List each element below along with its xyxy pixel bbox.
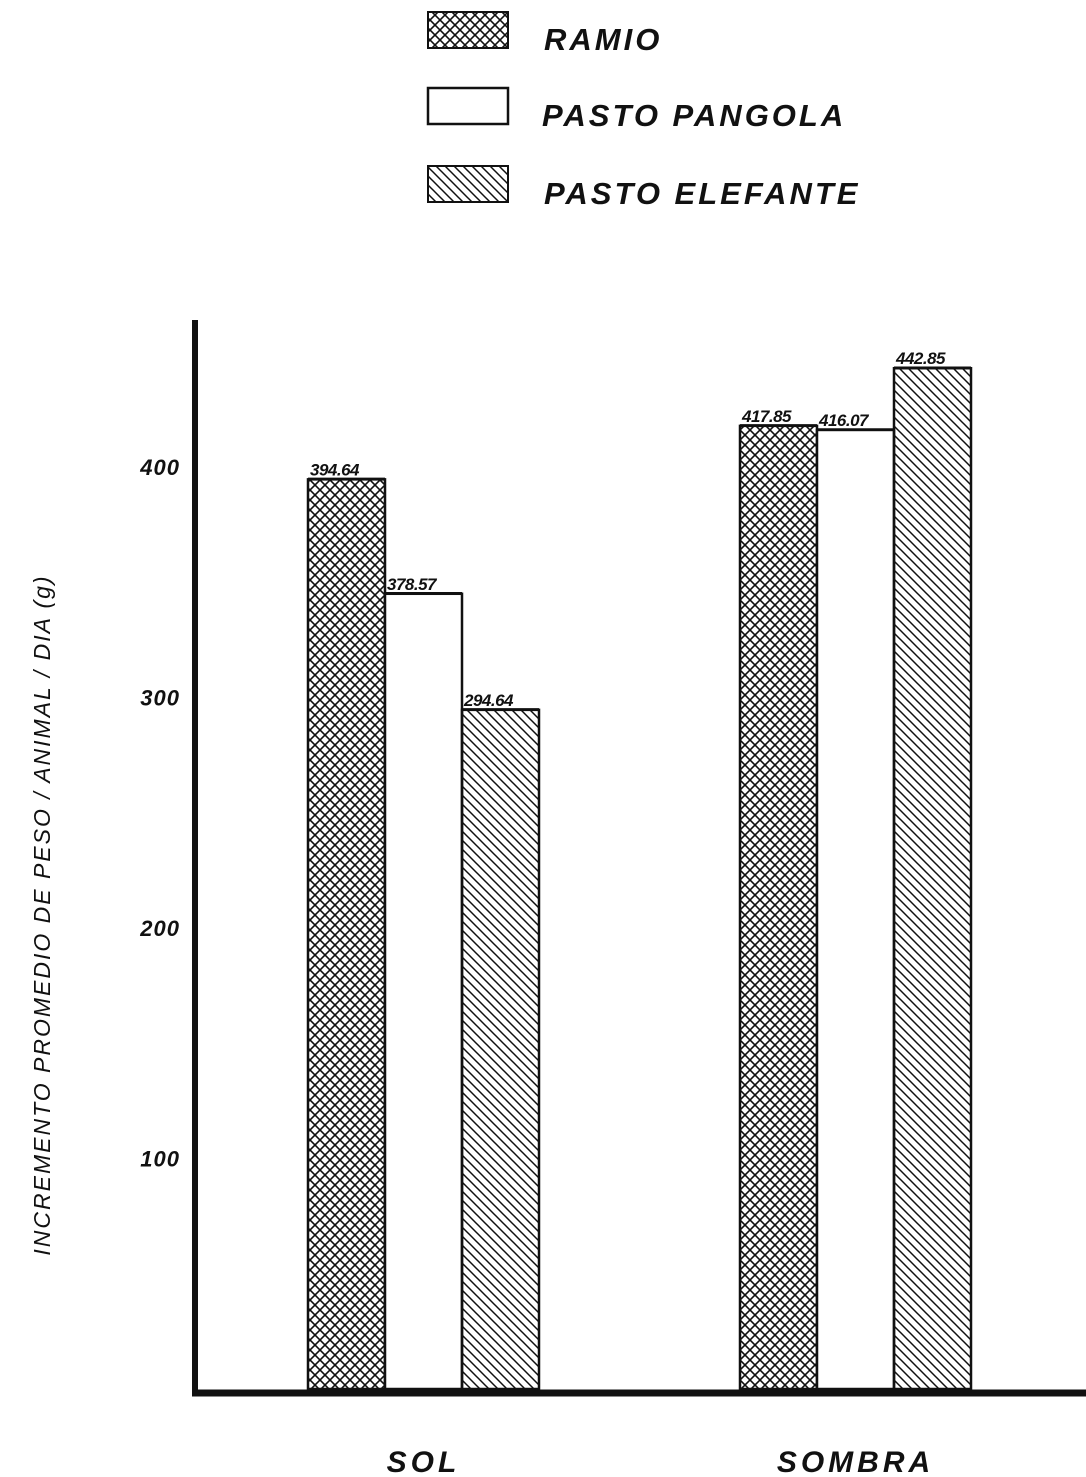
legend-label-pasto-pangola: PASTO PANGOLA bbox=[542, 98, 846, 133]
value-label-sombra-ramio: 417.85 bbox=[741, 407, 792, 426]
value-label-sombra-pasto-elefante: 442.85 bbox=[895, 349, 946, 368]
category-labels-group: SOL SOMBRA bbox=[387, 1446, 934, 1477]
y-tick-label-400: 400 bbox=[139, 455, 180, 480]
legend-swatch-ramio bbox=[427, 11, 509, 49]
legend-label-ramio: RAMIO bbox=[544, 22, 662, 57]
category-label-sol: SOL bbox=[387, 1446, 461, 1477]
bar-sol-pasto-elefante bbox=[460, 708, 541, 1391]
y-tick-label-200: 200 bbox=[139, 916, 180, 941]
value-labels-group: 394.64 378.57 294.64 417.85 416.07 442.85 bbox=[308, 349, 971, 710]
legend-item-pasto-pangola: PASTO PANGOLA bbox=[426, 86, 846, 133]
bar-sombra-pasto-elefante bbox=[892, 366, 973, 1391]
y-tick-label-300: 300 bbox=[140, 686, 180, 711]
bar-sol-ramio bbox=[306, 478, 387, 1391]
bar-sombra-ramio bbox=[738, 424, 819, 1391]
legend-swatch-pasto-pangola bbox=[426, 86, 510, 126]
y-tick-label-100: 100 bbox=[140, 1147, 180, 1172]
bars-group bbox=[306, 366, 973, 1391]
bar-sol-pasto-pangola bbox=[383, 592, 464, 1391]
y-ticks-group: 100 200 300 400 bbox=[139, 455, 180, 1172]
value-label-sol-pasto-pangola: 378.57 bbox=[387, 575, 438, 594]
y-axis-label: INCREMENTO PROMEDIO DE PESO / ANIMAL / D… bbox=[29, 574, 55, 1255]
legend-swatch-pasto-elefante bbox=[427, 165, 509, 203]
value-label-sol-pasto-elefante: 294.64 bbox=[463, 691, 514, 710]
value-label-sombra-pasto-pangola: 416.07 bbox=[818, 411, 870, 430]
legend: RAMIO PASTO PANGOLA PASTO ELEFANTE bbox=[426, 11, 860, 211]
legend-label-pasto-elefante: PASTO ELEFANTE bbox=[544, 176, 860, 211]
bar-sombra-pasto-pangola bbox=[815, 428, 896, 1391]
category-label-sombra: SOMBRA bbox=[777, 1446, 934, 1477]
legend-item-ramio: RAMIO bbox=[427, 11, 662, 57]
value-label-sol-ramio: 394.64 bbox=[310, 460, 360, 479]
legend-item-pasto-elefante: PASTO ELEFANTE bbox=[427, 165, 860, 211]
